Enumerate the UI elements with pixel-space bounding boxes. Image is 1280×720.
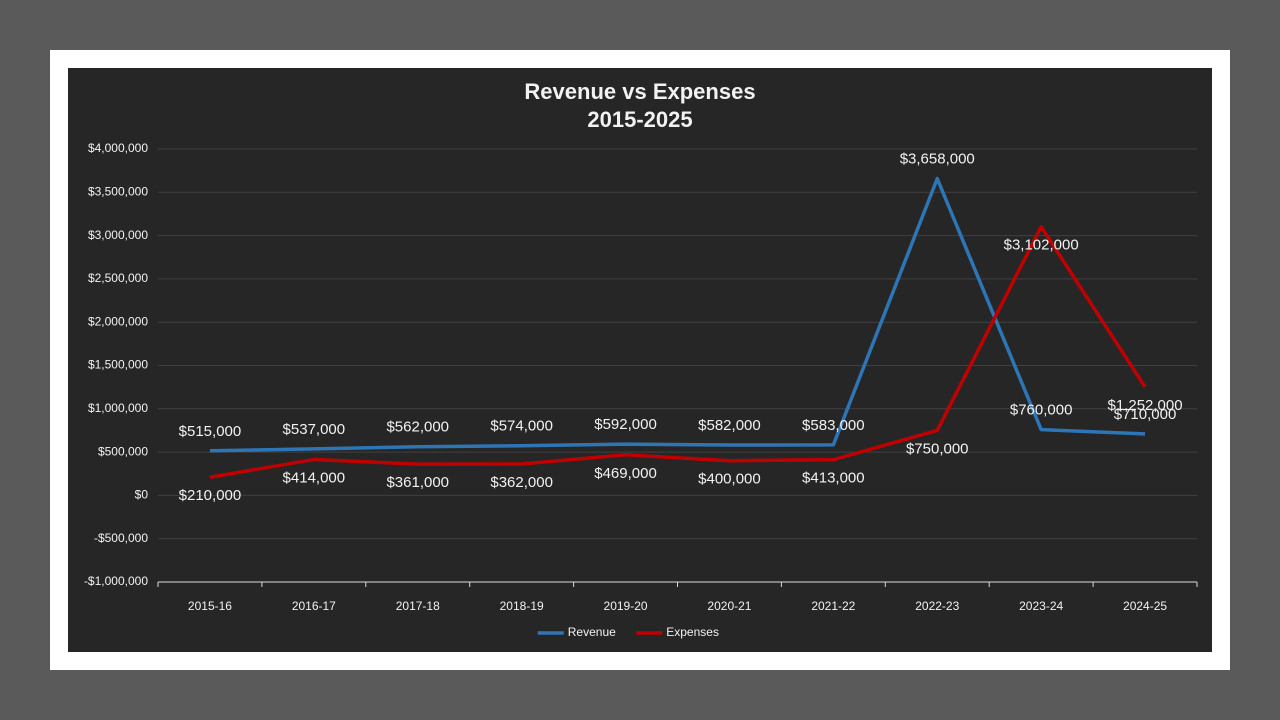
data-label: $537,000 <box>283 421 346 438</box>
y-tick-label: $3,500,000 <box>88 184 148 198</box>
data-label: $361,000 <box>386 474 449 491</box>
y-tick-label: $0 <box>135 488 149 502</box>
x-tick-label: 2017-18 <box>396 599 440 613</box>
data-label: $574,000 <box>490 418 553 435</box>
data-label: $362,000 <box>490 474 553 491</box>
x-tick-label: 2015-16 <box>188 599 232 613</box>
x-tick-label: 2018-19 <box>500 599 544 613</box>
data-label: $562,000 <box>386 419 449 436</box>
data-label: $582,000 <box>698 417 761 434</box>
y-tick-label: $1,500,000 <box>88 358 148 372</box>
data-label: $3,102,000 <box>1004 237 1079 254</box>
x-tick-label: 2021-22 <box>811 599 855 613</box>
data-label: $760,000 <box>1010 402 1073 419</box>
data-label: $1,252,000 <box>1108 397 1183 414</box>
y-tick-label: -$1,000,000 <box>84 574 148 588</box>
x-tick-label: 2020-21 <box>707 599 751 613</box>
x-tick-label: 2016-17 <box>292 599 336 613</box>
y-tick-label: $4,000,000 <box>88 141 148 155</box>
legend-label: Expenses <box>666 625 719 639</box>
y-tick-label: $2,500,000 <box>88 271 148 285</box>
data-label: $3,658,000 <box>900 151 975 168</box>
y-tick-label: $3,000,000 <box>88 228 148 242</box>
chart-background <box>68 68 1212 652</box>
data-label: $710,000 <box>1114 406 1177 423</box>
data-label: $515,000 <box>179 423 242 440</box>
y-tick-label: $2,000,000 <box>88 314 148 328</box>
legend-label: Revenue <box>568 625 616 639</box>
data-label: $210,000 <box>179 487 242 504</box>
y-tick-label: $500,000 <box>98 444 148 458</box>
x-tick-label: 2019-20 <box>604 599 648 613</box>
data-label: $592,000 <box>594 416 657 433</box>
x-tick-label: 2023-24 <box>1019 599 1063 613</box>
chart: Revenue vs Expenses 2015-2025 -$1,000,00… <box>68 68 1212 652</box>
data-label: $400,000 <box>698 471 761 488</box>
series-line <box>209 176 1146 453</box>
data-label: $583,000 <box>802 417 865 434</box>
series-line <box>209 225 1147 479</box>
chart-title: Revenue vs Expenses <box>524 79 755 104</box>
data-label: $413,000 <box>802 470 865 487</box>
data-label: $750,000 <box>906 440 969 457</box>
y-tick-label: $1,000,000 <box>88 401 148 415</box>
x-tick-label: 2024-25 <box>1123 599 1167 613</box>
x-tick-label: 2022-23 <box>915 599 959 613</box>
y-tick-label: -$500,000 <box>94 531 148 545</box>
chart-subtitle: 2015-2025 <box>587 107 692 132</box>
data-label: $469,000 <box>594 465 657 482</box>
data-label: $414,000 <box>283 470 346 487</box>
